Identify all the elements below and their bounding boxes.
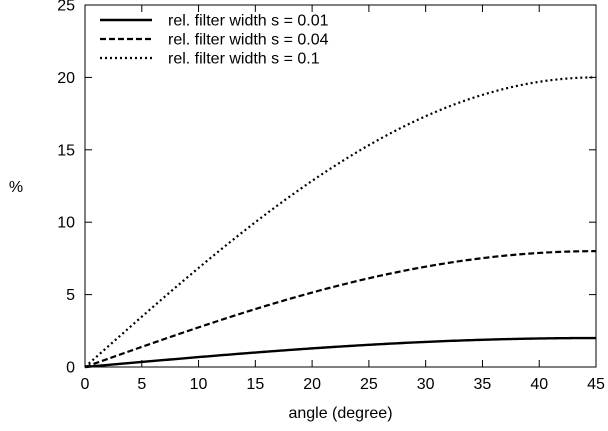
y-tick-label: 15: [57, 142, 75, 159]
y-axis-label: %: [9, 179, 23, 196]
x-tick-label: 45: [587, 376, 605, 393]
x-tick-label: 20: [303, 376, 321, 393]
series-line-2: [84, 250, 596, 369]
legend-label-3: rel. filter width s = 0.1: [168, 51, 320, 68]
legend-label-1: rel. filter width s = 0.01: [168, 13, 329, 30]
x-tick-label: 10: [190, 376, 208, 393]
series-line-1: [84, 336, 596, 369]
series-lines: [84, 76, 597, 369]
legend: rel. filter width s = 0.01 rel. filter wi…: [100, 13, 329, 68]
axes: [84, 4, 597, 368]
x-axis-label: angle (degree): [288, 405, 392, 422]
x-tick-label: 35: [474, 376, 492, 393]
y-tick-label: 5: [66, 287, 75, 304]
tick-marks: 0 5 10 15 20 25 30 35 40 45 0 5 10 15 20 25: [57, 0, 605, 393]
y-tick-label: 25: [57, 0, 75, 15]
series-line-3: [84, 76, 597, 368]
y-tick-label: 10: [57, 215, 75, 232]
plot-frame: [84, 4, 597, 368]
y-tick-label: 20: [57, 70, 75, 87]
y-tick-label: 0: [66, 360, 75, 377]
x-tick-label: 15: [246, 376, 264, 393]
x-tick-label: 40: [530, 376, 548, 393]
x-tick-label: 0: [81, 376, 90, 393]
x-tick-label: 5: [137, 376, 146, 393]
x-tick-label: 30: [417, 376, 435, 393]
x-tick-label: 25: [360, 376, 378, 393]
legend-label-2: rel. filter width s = 0.04: [168, 32, 329, 49]
